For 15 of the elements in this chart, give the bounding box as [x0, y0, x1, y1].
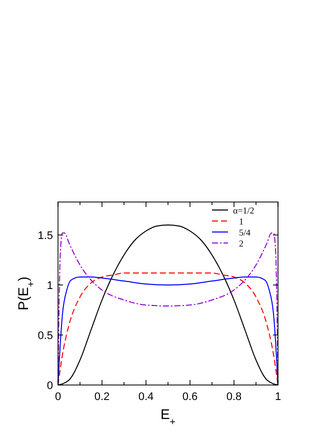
legend-label: 5/4 — [239, 228, 251, 238]
x-tick-label: 0.4 — [138, 391, 154, 403]
y-tick-label: 0.5 — [38, 330, 53, 342]
x-axis-title: E$_{+}$ — [160, 406, 176, 428]
legend-label: 1 — [239, 216, 244, 226]
y-tick-label: 1.5 — [38, 230, 53, 242]
x-tick-label: 0.2 — [94, 391, 110, 403]
x-tick-label: 1 — [274, 391, 282, 403]
legend-label: 2 — [239, 238, 244, 248]
y-tick-label: 0 — [46, 380, 53, 392]
x-tick-label: 0.8 — [226, 391, 242, 403]
x-tick-label: 0 — [54, 391, 62, 403]
y-tick-label: 1 — [46, 280, 53, 292]
x-tick-label: 0.6 — [182, 391, 198, 403]
legend-label: α=1/2 — [233, 206, 254, 216]
